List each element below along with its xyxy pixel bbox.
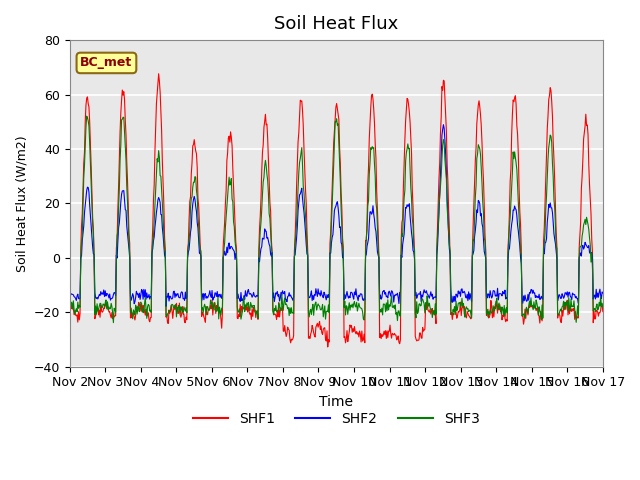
SHF3 (76, 302, 83, 308)
SHF1 (155, 71, 163, 77)
SHF2 (599, 290, 607, 296)
Text: BC_met: BC_met (80, 57, 132, 70)
SHF3 (186, 229, 194, 235)
SHF1 (418, 336, 426, 341)
X-axis label: Time: Time (319, 395, 353, 409)
SHF3 (403, 150, 410, 156)
SHF2 (131, 301, 138, 307)
Line: SHF3: SHF3 (70, 116, 603, 323)
SHF1 (66, 308, 74, 314)
SHF2 (76, 296, 83, 302)
SHF3 (214, 294, 222, 300)
SHF2 (402, 204, 410, 210)
SHF3 (109, 320, 117, 325)
SHF3 (132, 302, 140, 308)
SHF3 (66, 302, 74, 308)
SHF1 (403, 106, 410, 112)
Y-axis label: Soil Heat Flux (W/m2): Soil Heat Flux (W/m2) (15, 135, 28, 272)
SHF1 (131, 314, 138, 320)
SHF3 (418, 296, 426, 301)
SHF1 (76, 317, 83, 323)
SHF2 (213, 288, 221, 294)
SHF1 (213, 306, 221, 312)
SHF1 (324, 344, 332, 350)
SHF1 (599, 309, 607, 314)
Line: SHF2: SHF2 (70, 125, 603, 306)
SHF2 (66, 284, 74, 290)
SHF2 (185, 246, 193, 252)
SHF1 (185, 216, 193, 222)
SHF2 (417, 299, 425, 304)
SHF3 (599, 305, 607, 311)
Title: Soil Heat Flux: Soil Heat Flux (274, 15, 398, 33)
SHF2 (162, 303, 170, 309)
SHF3 (83, 113, 90, 119)
SHF2 (440, 122, 447, 128)
Line: SHF1: SHF1 (70, 74, 603, 347)
Legend: SHF1, SHF2, SHF3: SHF1, SHF2, SHF3 (188, 407, 485, 432)
